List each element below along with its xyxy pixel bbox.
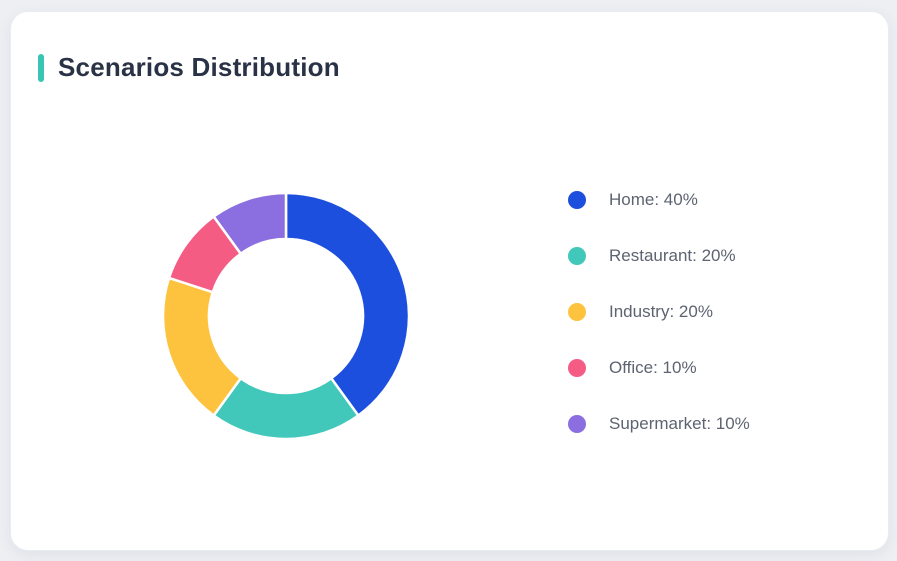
donut-segment-supermarket[interactable]	[212, 191, 288, 255]
legend-item-office[interactable]: Office: 10%	[568, 355, 750, 381]
donut-segment-industry[interactable]	[161, 276, 242, 417]
legend-item-supermarket[interactable]: Supermarket: 10%	[568, 411, 750, 437]
legend-label: Supermarket: 10%	[609, 414, 750, 433]
title-accent-bar	[38, 53, 44, 82]
legend-item-industry[interactable]: Industry: 20%	[568, 299, 750, 325]
legend-marker-restaurant	[568, 247, 586, 265]
card-header: Scenarios Distribution	[38, 52, 340, 83]
scenarios-distribution-card: Scenarios Distribution Home: 40% Restaura…	[10, 11, 889, 551]
donut-chart[interactable]	[151, 181, 421, 451]
legend-marker-home	[568, 191, 586, 209]
legend-item-restaurant[interactable]: Restaurant: 20%	[568, 243, 750, 269]
legend-label: Home: 40%	[609, 190, 698, 209]
legend-label: Office: 10%	[609, 358, 697, 377]
legend-item-home[interactable]: Home: 40%	[568, 187, 750, 213]
chart-legend: Home: 40% Restaurant: 20% Industry: 20% Off…	[568, 187, 750, 437]
legend-marker-office	[568, 359, 586, 377]
legend-label: Industry: 20%	[609, 302, 713, 321]
legend-marker-supermarket	[568, 415, 586, 433]
donut-segment-home[interactable]	[284, 191, 411, 417]
card-title: Scenarios Distribution	[58, 52, 340, 82]
legend-marker-industry	[568, 303, 586, 321]
legend-label: Restaurant: 20%	[609, 246, 736, 265]
